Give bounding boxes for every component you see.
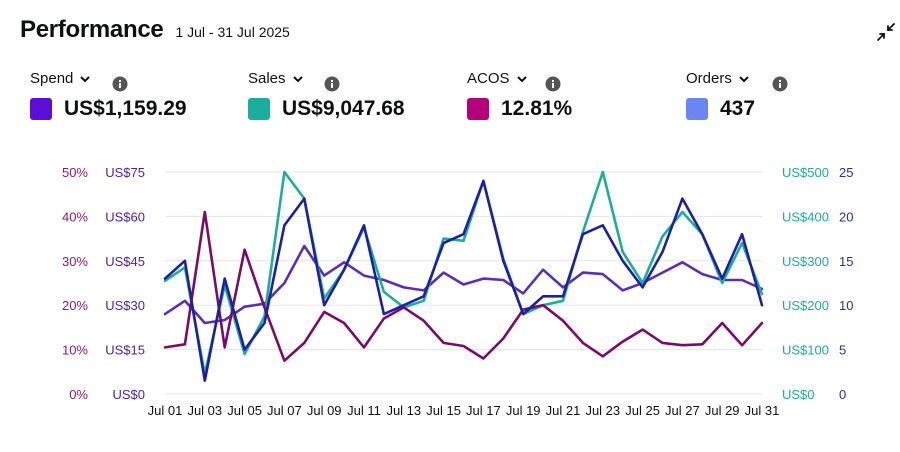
- chevron-down-icon: [292, 75, 303, 82]
- x-axis-tick-label: Jul 13: [386, 403, 421, 418]
- orders-axis-tick-label: 0: [839, 387, 846, 402]
- metric-label: ACOS: [467, 70, 510, 87]
- sales-axis-tick-label: US$400: [782, 209, 829, 224]
- metric-acos: ACOS 12.81%: [467, 70, 572, 121]
- acos-swatch: [467, 98, 489, 120]
- x-axis-tick-label: Jul 31: [745, 403, 780, 418]
- orders-axis-tick-label: 15: [839, 254, 853, 269]
- orders-series-line: [163, 179, 764, 382]
- date-range: 1 Jul - 31 Jul 2025: [175, 24, 290, 40]
- sales-axis-tick-label: US$500: [782, 165, 829, 180]
- sales-axis-tick-label: US$100: [782, 343, 829, 358]
- performance-chart: 0% 10% 20% 30% 40% 50% US$0 US$15 US$30 US$45 US$6…: [62, 165, 854, 418]
- chevron-down-icon: [80, 75, 91, 82]
- metric-selector-sales[interactable]: Sales: [248, 70, 405, 87]
- spend-axis-tick-label: US$15: [105, 343, 145, 358]
- spend-axis-tick-label: US$75: [105, 165, 145, 180]
- acos-series-line: [163, 210, 764, 362]
- metric-value: 437: [720, 97, 756, 120]
- x-axis-tick-label: Jul 05: [227, 403, 262, 418]
- spend-axis-tick-label: US$45: [105, 254, 145, 269]
- info-icon[interactable]: [772, 76, 788, 92]
- acos-axis-tick-label: 40%: [62, 209, 88, 224]
- chevron-down-icon: [516, 75, 527, 82]
- chevron-down-icon: [739, 75, 749, 82]
- x-axis-tick-label: Jul 21: [546, 403, 581, 418]
- x-axis-tick-label: Jul 15: [426, 403, 461, 418]
- orders-axis-tick-label: 5: [839, 343, 846, 358]
- metric-label: Orders: [686, 70, 732, 87]
- x-axis-tick-label: Jul 01: [148, 403, 183, 418]
- sales-swatch: [248, 98, 270, 120]
- x-axis-tick-label: Jul 03: [187, 403, 222, 418]
- metric-label: Sales: [248, 70, 286, 87]
- spend-axis-tick-label: US$0: [112, 387, 145, 402]
- metric-orders: Orders 437: [686, 70, 788, 121]
- collapse-icon[interactable]: [876, 22, 896, 42]
- metric-label: Spend: [30, 70, 74, 87]
- info-icon[interactable]: [545, 76, 561, 92]
- acos-axis-tick-label: 30%: [62, 254, 88, 269]
- spend-swatch: [30, 98, 52, 120]
- acos-axis-tick-label: 20%: [62, 298, 88, 313]
- orders-axis-tick-label: 25: [839, 165, 853, 180]
- spend-axis-tick-label: US$30: [105, 298, 145, 313]
- metric-sales: Sales US$9,047.68: [248, 70, 405, 121]
- acos-axis-tick-label: 10%: [62, 343, 88, 358]
- x-axis-tick-label: Jul 09: [307, 403, 342, 418]
- acos-axis-tick-label: 50%: [62, 165, 88, 180]
- x-axis-tick-label: Jul 23: [585, 403, 620, 418]
- x-axis-tick-label: Jul 11: [347, 403, 381, 418]
- x-axis-tick-label: Jul 25: [625, 403, 660, 418]
- x-axis-tick-label: Jul 17: [466, 403, 501, 418]
- sales-axis-tick-label: US$0: [782, 387, 815, 402]
- page-title: Performance: [20, 16, 164, 43]
- orders-axis-tick-label: 20: [839, 209, 853, 224]
- metric-selector-orders[interactable]: Orders: [686, 70, 755, 87]
- metric-value: US$1,159.29: [64, 97, 187, 120]
- info-icon[interactable]: [112, 76, 128, 92]
- acos-axis-tick-label: 0%: [69, 387, 88, 402]
- x-axis-tick-label: Jul 19: [506, 403, 541, 418]
- header: Performance 1 Jul - 31 Jul 2025: [20, 16, 290, 44]
- sales-axis-tick-label: US$200: [782, 298, 829, 313]
- metric-selector-acos[interactable]: ACOS: [467, 70, 572, 87]
- x-axis-tick-label: Jul 27: [665, 403, 700, 418]
- x-axis-tick-label: Jul 29: [705, 403, 740, 418]
- orders-axis-tick-label: 10: [839, 298, 853, 313]
- metric-value: US$9,047.68: [282, 97, 405, 120]
- x-axis-tick-label: Jul 07: [267, 403, 302, 418]
- metric-value: 12.81%: [501, 97, 573, 120]
- metric-selector-spend[interactable]: Spend: [30, 70, 187, 87]
- metric-spend: Spend US$1,159.29: [30, 70, 187, 121]
- spend-series-line: [163, 244, 764, 325]
- sales-series-line: [163, 170, 764, 376]
- info-icon[interactable]: [324, 76, 340, 92]
- orders-swatch: [686, 98, 708, 120]
- sales-axis-tick-label: US$300: [782, 254, 829, 269]
- spend-axis-tick-label: US$60: [105, 209, 145, 224]
